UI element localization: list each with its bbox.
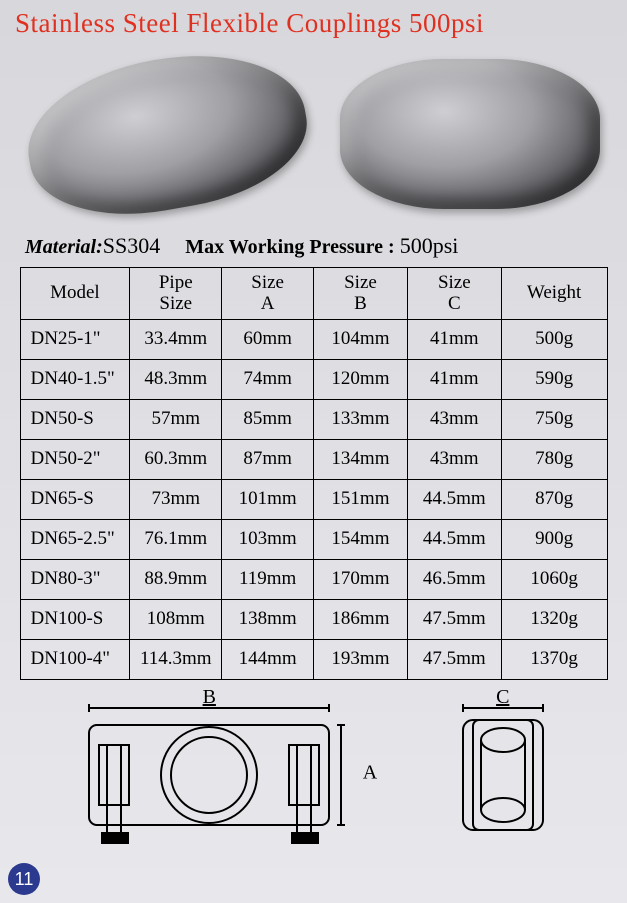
pressure-label: Max Working Pressure : <box>185 236 394 258</box>
table-row: DN50-S57mm85mm133mm43mm750g <box>20 400 607 440</box>
table-cell: 41mm <box>407 360 501 400</box>
diagram-side-view: C <box>438 690 568 855</box>
spec-line: Material:SS304 Max Working Pressure : 50… <box>0 229 627 267</box>
table-cell: 193mm <box>314 640 408 680</box>
table-row: DN80-3"88.9mm119mm170mm46.5mm1060g <box>20 560 607 600</box>
table-cell: 33.4mm <box>130 320 222 360</box>
table-cell: 48.3mm <box>130 360 222 400</box>
dimension-a-label: A <box>363 761 377 784</box>
table-row: DN100-4"114.3mm144mm193mm47.5mm1370g <box>20 640 607 680</box>
table-cell: 108mm <box>130 600 222 640</box>
spec-table: ModelPipeSizeSizeASizeBSizeCWeight DN25-… <box>20 267 608 680</box>
table-cell: 104mm <box>314 320 408 360</box>
table-cell: DN25-1" <box>20 320 130 360</box>
table-cell: 47.5mm <box>407 640 501 680</box>
material-label: Material: <box>25 236 103 258</box>
table-cell: 101mm <box>222 480 314 520</box>
table-cell: 144mm <box>222 640 314 680</box>
table-cell: 88.9mm <box>130 560 222 600</box>
table-cell: 85mm <box>222 400 314 440</box>
table-cell: 44.5mm <box>407 520 501 560</box>
table-cell: 87mm <box>222 440 314 480</box>
product-photo-assembled <box>16 36 318 232</box>
table-cell: 103mm <box>222 520 314 560</box>
table-cell: 154mm <box>314 520 408 560</box>
table-cell: 750g <box>501 400 607 440</box>
table-header: PipeSize <box>130 268 222 320</box>
table-cell: DN65-2.5" <box>20 520 130 560</box>
table-cell: 1060g <box>501 560 607 600</box>
table-cell: DN100-4" <box>20 640 130 680</box>
table-header: Model <box>20 268 130 320</box>
table-cell: 43mm <box>407 400 501 440</box>
table-row: DN100-S108mm138mm186mm47.5mm1320g <box>20 600 607 640</box>
table-cell: DN65-S <box>20 480 130 520</box>
diagram-top-view: B A <box>59 690 359 855</box>
table-cell: 133mm <box>314 400 408 440</box>
table-cell: 120mm <box>314 360 408 400</box>
table-row: DN65-2.5"76.1mm103mm154mm44.5mm900g <box>20 520 607 560</box>
table-cell: 500g <box>501 320 607 360</box>
product-photo-exploded <box>340 59 600 209</box>
product-image-row <box>0 39 627 229</box>
page-title: Stainless Steel Flexible Couplings 500ps… <box>0 0 627 39</box>
table-cell: 870g <box>501 480 607 520</box>
table-row: DN65-S73mm101mm151mm44.5mm870g <box>20 480 607 520</box>
table-cell: 170mm <box>314 560 408 600</box>
table-row: DN40-1.5"48.3mm74mm120mm41mm590g <box>20 360 607 400</box>
table-cell: 60.3mm <box>130 440 222 480</box>
table-cell: 134mm <box>314 440 408 480</box>
table-cell: 1370g <box>501 640 607 680</box>
table-cell: 186mm <box>314 600 408 640</box>
table-cell: 900g <box>501 520 607 560</box>
table-header: SizeC <box>407 268 501 320</box>
table-cell: 46.5mm <box>407 560 501 600</box>
table-cell: 43mm <box>407 440 501 480</box>
table-cell: 114.3mm <box>130 640 222 680</box>
table-cell: 73mm <box>130 480 222 520</box>
table-header: Weight <box>501 268 607 320</box>
table-cell: DN100-S <box>20 600 130 640</box>
table-header: SizeB <box>314 268 408 320</box>
dimension-diagrams: B A C <box>0 690 627 855</box>
table-cell: 57mm <box>130 400 222 440</box>
table-row: DN25-1"33.4mm60mm104mm41mm500g <box>20 320 607 360</box>
table-cell: 138mm <box>222 600 314 640</box>
table-cell: 1320g <box>501 600 607 640</box>
table-cell: 60mm <box>222 320 314 360</box>
table-cell: 119mm <box>222 560 314 600</box>
table-cell: DN40-1.5" <box>20 360 130 400</box>
table-cell: 76.1mm <box>130 520 222 560</box>
table-header: SizeA <box>222 268 314 320</box>
table-cell: 151mm <box>314 480 408 520</box>
dimension-c-label: C <box>496 686 509 709</box>
table-cell: 41mm <box>407 320 501 360</box>
table-cell: DN80-3" <box>20 560 130 600</box>
material-value: SS304 <box>103 233 160 258</box>
pressure-value: 500psi <box>400 233 459 258</box>
table-cell: DN50-2" <box>20 440 130 480</box>
table-row: DN50-2"60.3mm87mm134mm43mm780g <box>20 440 607 480</box>
page-number-badge: 11 <box>8 863 40 895</box>
table-cell: 780g <box>501 440 607 480</box>
table-cell: 74mm <box>222 360 314 400</box>
table-cell: DN50-S <box>20 400 130 440</box>
table-cell: 590g <box>501 360 607 400</box>
table-cell: 47.5mm <box>407 600 501 640</box>
table-cell: 44.5mm <box>407 480 501 520</box>
dimension-b-label: B <box>203 686 216 709</box>
